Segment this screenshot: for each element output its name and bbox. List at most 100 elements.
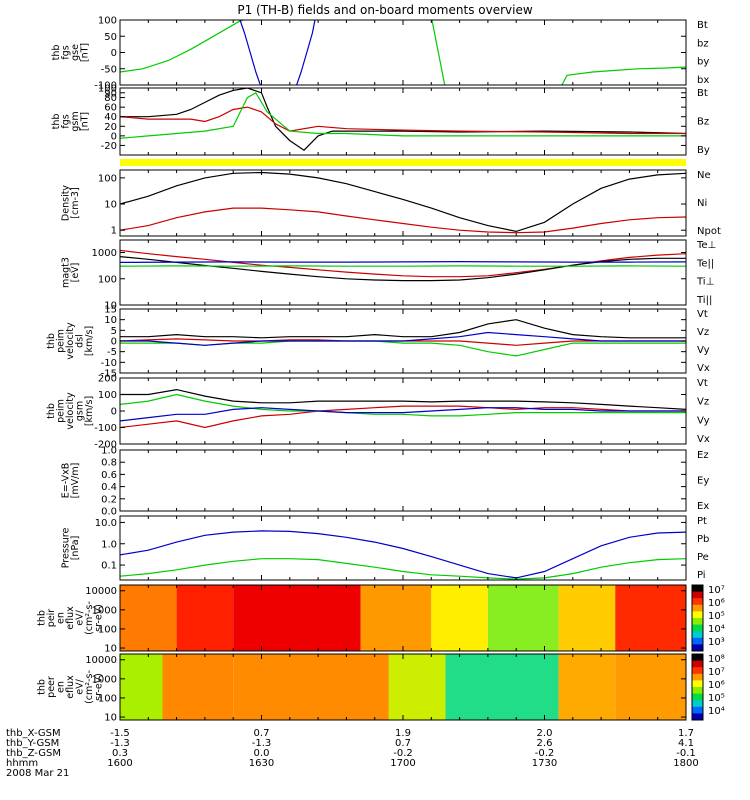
colorbar-tick-label: 10³ [708, 637, 725, 648]
colorbar-tick-label: 10⁸ [708, 654, 725, 665]
y-axis-label: Pressure[nPa] [60, 528, 81, 569]
x-tick-label: 1600 [107, 758, 132, 769]
panel-density: Ne Ni Npot 100 10 1 Density[cm-3] [60, 169, 721, 237]
x-tick-label: 0.7 [395, 738, 411, 749]
y-tick-label: 1000 [92, 248, 117, 259]
series-line-fgs_gsm-2 [120, 91, 686, 139]
legend-entry: Ti|| [696, 295, 712, 306]
y-tick-label: 0.4 [101, 482, 117, 493]
legend-entry: Ey [697, 476, 709, 487]
x-axis-row-label: thb_X-GSM [6, 728, 61, 739]
y-tick-label: 10 [104, 713, 117, 724]
colorbar-tick-label: 10⁷ [708, 585, 725, 596]
y-tick-label: 100 [98, 84, 117, 95]
y-tick-label: 0 [111, 48, 117, 59]
legend-entry: Vt [697, 309, 708, 320]
y-tick-label: 10.0 [95, 518, 117, 529]
svg-text:sr-eV): sr-eV) [94, 673, 105, 701]
y-tick-label: 10000 [85, 655, 117, 666]
svg-text:fgs: fgs [60, 45, 71, 59]
x-tick-label: 1730 [532, 758, 557, 769]
legend-entry: bx [697, 75, 709, 86]
colorbar-segment [692, 660, 703, 668]
svg-text:thb: thb [37, 610, 48, 626]
x-tick-label: 2.6 [537, 738, 553, 749]
svg-text:peer: peer [46, 676, 57, 698]
colorbar-segment [692, 598, 703, 606]
y-tick-label: 90 [104, 88, 117, 99]
series-line-velocity_dsl-1 [120, 338, 686, 346]
colorbar-segment [692, 667, 703, 675]
y-tick-label: 0 [111, 407, 117, 418]
series-line-temperature-0 [120, 249, 686, 278]
colorbar-segment [692, 624, 703, 632]
y-tick-label: -200 [94, 440, 117, 451]
svg-text:(cm²-s-: (cm²-s- [84, 670, 95, 704]
y-tick-label: -50 [101, 64, 117, 75]
colorbar-tick-label: 10⁶ [708, 598, 725, 609]
plot-date: 2008 Mar 21 [6, 768, 69, 779]
legend-entry: Ni [697, 198, 707, 209]
x-tick-label: -1.3 [252, 738, 272, 749]
panel-peir_spec: 10⁷ 10⁶ 10⁵ 10⁴ 10³ 10000 1000 100 10 thbpeirenef… [37, 584, 725, 655]
colorbar-tick-label: 10⁴ [708, 624, 725, 635]
x-tick-label: 0.3 [112, 748, 128, 759]
y-tick-label: 1.0 [101, 446, 117, 457]
colorbar-segment [692, 591, 703, 599]
y-tick-label: 0.6 [101, 470, 117, 481]
svg-text:eV/: eV/ [75, 609, 86, 625]
svg-text:Pressure: Pressure [60, 528, 71, 569]
y-tick-label: 0 [111, 337, 117, 348]
y-tick-label: 1000 [92, 674, 117, 685]
y-tick-label: 0.1 [101, 561, 117, 572]
series-line-velocity_gsm-3 [120, 407, 686, 422]
plot-title: P1 (TH-B) fields and on-board moments ov… [237, 3, 533, 17]
svg-text:[nT]: [nT] [79, 112, 90, 131]
mode-bar [120, 159, 686, 166]
legend-entry: By [697, 145, 710, 156]
series-line-fgs_gse-2 [120, 20, 686, 85]
svg-text:[cm-3]: [cm-3] [70, 187, 81, 218]
y-tick-label: 100 [98, 274, 117, 285]
series-line-pressure-2 [120, 558, 686, 580]
y-tick-label: 0 [111, 131, 117, 142]
svg-text:[eV]: [eV] [70, 263, 81, 283]
legend-entry: Vt [697, 378, 708, 389]
spectrogram-band [558, 585, 616, 651]
y-tick-label: 100 [98, 693, 117, 704]
svg-text:peir: peir [46, 609, 57, 628]
series-line-fgs_gsm-0 [120, 88, 686, 151]
legend-entry: Ez [697, 450, 709, 461]
colorbar-tick-label: 10⁴ [708, 706, 725, 717]
series-line-velocity_gsm-1 [120, 405, 686, 429]
y-tick-label: -100 [94, 423, 117, 434]
legend-entry: Vz [697, 327, 709, 338]
spectrogram-band [162, 654, 234, 720]
y-axis-label: E=-VxB[mV/m] [60, 463, 81, 499]
series-line-fgs_gsm-1 [120, 106, 686, 135]
spectrogram-band [233, 654, 389, 720]
series-line-velocity_dsl-0 [120, 319, 686, 339]
y-axis-label: Density[cm-3] [60, 185, 81, 221]
colorbar-tick-label: 10⁷ [708, 667, 725, 678]
y-tick-label: -100 [94, 81, 117, 92]
spectrogram-band [558, 654, 616, 720]
panel-e_field: Ez Ey Ex 1.00.80.60.40.2 0.0 E=-VxB[mV/m] [60, 446, 709, 518]
series-line-temperature-1 [120, 256, 686, 282]
colorbar-segment [692, 700, 703, 708]
panel-pressure: Pt Pb Pe Pi 10.0 1.0 0.1 Pressure[nPa] [60, 515, 709, 581]
series-line-velocity_dsl-2 [120, 340, 686, 357]
panel-peer_spec: 10⁸ 10⁷ 10⁶ 10⁵ 10⁴ 10000 1000 100 10 thbpeerenef… [37, 653, 725, 724]
x-tick-label: 0.7 [254, 728, 270, 739]
colorbar-segment [692, 654, 703, 662]
colorbar-segment [692, 687, 703, 695]
x-tick-label: 1800 [673, 758, 698, 769]
y-tick-label: 0.2 [101, 494, 117, 505]
x-tick-label: -1.3 [110, 738, 130, 749]
legend-entry: Bt [697, 20, 708, 31]
colorbar-segment [692, 618, 703, 626]
colorbar-segment [692, 706, 703, 714]
legend-entry: Bz [697, 117, 709, 128]
